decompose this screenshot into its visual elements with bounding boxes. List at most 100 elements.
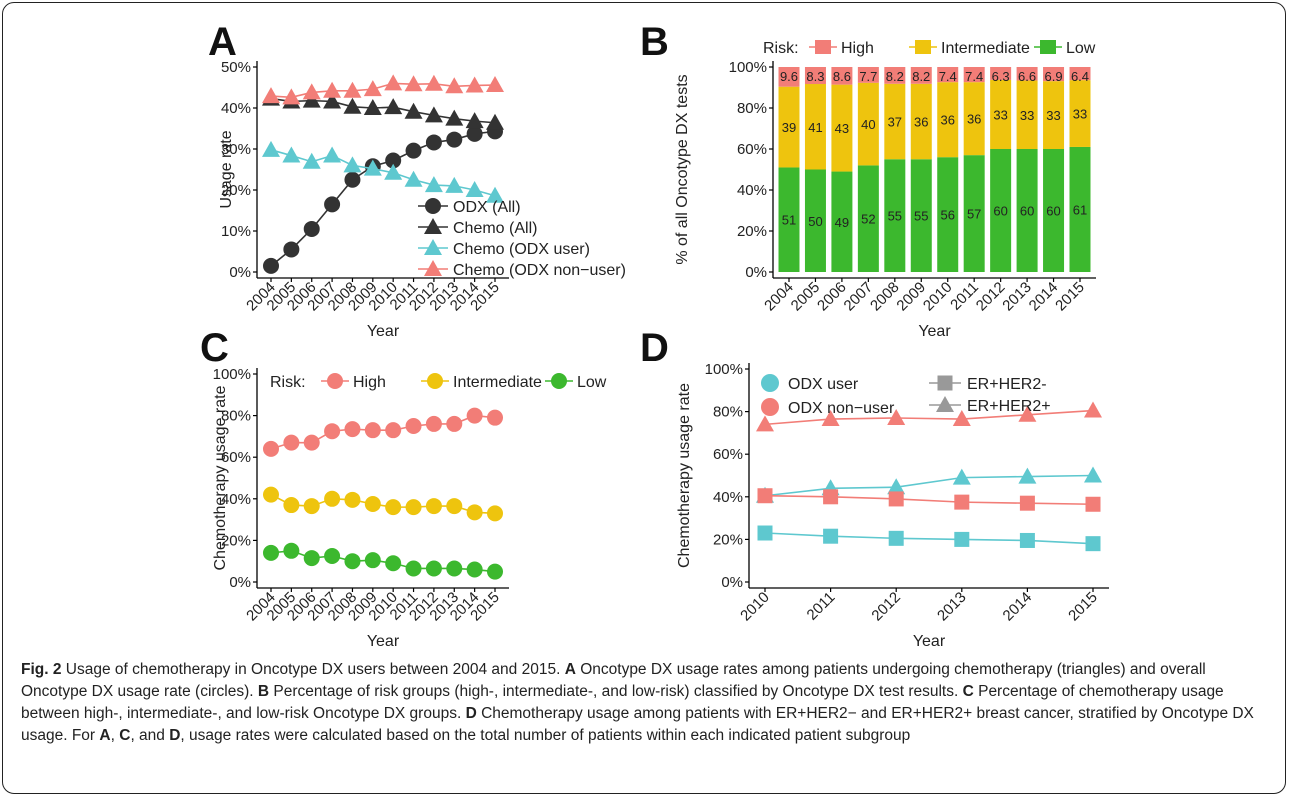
legend-label: Chemo (All) xyxy=(453,220,537,237)
data-point xyxy=(757,525,773,541)
y-tick-label: 100% xyxy=(729,59,767,76)
bar-value-label: 8.3 xyxy=(806,69,824,84)
data-point xyxy=(405,142,422,159)
data-point xyxy=(384,74,403,91)
data-point xyxy=(405,499,422,516)
y-tick-label: 80% xyxy=(713,404,743,421)
bar-value-label: 60 xyxy=(1020,204,1034,219)
y-tick-label: 0% xyxy=(721,574,743,591)
bar-value-label: 49 xyxy=(835,215,849,230)
bar-value-label: 36 xyxy=(967,112,981,127)
data-point xyxy=(486,186,504,203)
panel-letter-c: C xyxy=(200,326,229,370)
y-tick-label: 0% xyxy=(745,264,767,281)
data-point xyxy=(385,499,402,516)
data-point xyxy=(425,134,442,151)
caption-end-text: , usage rates were calculated based on t… xyxy=(180,727,911,744)
bar-segment xyxy=(884,67,906,84)
bar-segment xyxy=(1069,146,1091,272)
bar-segment xyxy=(778,86,800,168)
data-point xyxy=(384,98,403,115)
bar-value-label: 41 xyxy=(808,120,822,135)
legend-label: ER+HER2- xyxy=(967,376,1047,393)
bar-value-label: 56 xyxy=(940,208,954,223)
chart-panel-a: 0%10%20%30%40%50%20042005200620072008200… xyxy=(218,59,626,340)
legend-marker xyxy=(424,260,442,276)
data-point xyxy=(262,87,280,104)
x-tick-label: 2010 xyxy=(920,279,956,315)
data-point xyxy=(466,561,483,578)
x-tick-label: 2011 xyxy=(804,589,839,624)
data-point xyxy=(302,152,321,169)
data-point xyxy=(384,163,403,180)
bar-value-label: 39 xyxy=(782,120,796,135)
data-point xyxy=(446,560,463,577)
caption-sep-1: , xyxy=(110,727,120,744)
bar-segment xyxy=(1043,67,1065,82)
caption-label-b: B xyxy=(257,683,270,700)
legend-marker xyxy=(761,398,779,416)
bar-segment xyxy=(1069,80,1091,147)
data-point xyxy=(323,92,342,109)
y-axis-title-d: Chemotherapy usage rate xyxy=(676,383,693,568)
bar-segment xyxy=(990,149,1012,272)
data-point xyxy=(364,496,381,512)
bar-segment xyxy=(1043,81,1065,149)
y-tick-label: 100% xyxy=(213,366,251,383)
bar-value-label: 43 xyxy=(835,121,849,136)
bar-value-label: 52 xyxy=(861,212,875,227)
x-tick-label: 2009 xyxy=(893,279,929,315)
data-point xyxy=(344,421,361,438)
y-tick-label: 80% xyxy=(221,408,251,425)
legend-marker xyxy=(551,373,567,389)
bar-value-label: 6.3 xyxy=(992,69,1010,84)
caption-label-a: A xyxy=(564,661,576,678)
panel-letter-b: B xyxy=(640,20,669,64)
x-tick-label: 2015 xyxy=(1052,279,1088,315)
data-point xyxy=(952,410,971,427)
data-point xyxy=(445,77,464,94)
legend-label: ODX non−user xyxy=(788,400,895,417)
data-point xyxy=(303,220,320,237)
x-tick-label: 2012 xyxy=(973,279,1009,315)
data-point xyxy=(323,81,342,98)
legend-marker xyxy=(761,374,779,392)
x-axis-title: Year xyxy=(918,323,951,340)
data-point xyxy=(823,528,839,544)
y-tick-label: 80% xyxy=(737,100,767,117)
panel-letter-d: D xyxy=(640,326,669,370)
bar-value-label: 55 xyxy=(888,209,902,224)
data-point xyxy=(404,102,423,119)
bar-segment xyxy=(990,79,1012,149)
caption-text-c: Percentage of chemotherapy usage between… xyxy=(21,683,1224,722)
data-point xyxy=(445,176,464,193)
legend-marker xyxy=(427,373,443,389)
bar-value-label: 8.2 xyxy=(886,69,904,84)
data-point xyxy=(487,409,503,426)
bar-value-label: 6.9 xyxy=(1045,69,1063,84)
bar-value-label: 51 xyxy=(782,213,796,228)
bar-segment xyxy=(937,82,959,158)
y-tick-label: 60% xyxy=(737,141,767,158)
x-tick-label: 2007 xyxy=(841,279,877,315)
data-point xyxy=(323,146,342,163)
chart-panel-d: 0% 20% 40% 60% 80% 100% 2010 2011 2012 2013 2014 20… xyxy=(676,361,1109,650)
data-point xyxy=(385,152,402,169)
caption-label-d2: D xyxy=(169,727,181,744)
bar-segment xyxy=(857,82,879,166)
data-point xyxy=(324,548,341,564)
bar-segment xyxy=(910,159,932,272)
y-tick-label: 30% xyxy=(221,141,251,158)
x-tick-label: 2012 xyxy=(868,589,904,625)
y-tick-label: 40% xyxy=(221,100,251,117)
legend-marker xyxy=(327,373,343,389)
y-tick-label: 40% xyxy=(737,182,767,199)
bar-segment xyxy=(963,155,985,272)
data-point xyxy=(466,407,483,424)
legend-swatch xyxy=(915,40,931,54)
data-point xyxy=(756,415,774,432)
legend-label: Intermediate xyxy=(453,374,542,391)
data-point xyxy=(344,491,361,508)
legend-label: ER+HER2+ xyxy=(967,398,1051,415)
data-point xyxy=(487,563,503,580)
